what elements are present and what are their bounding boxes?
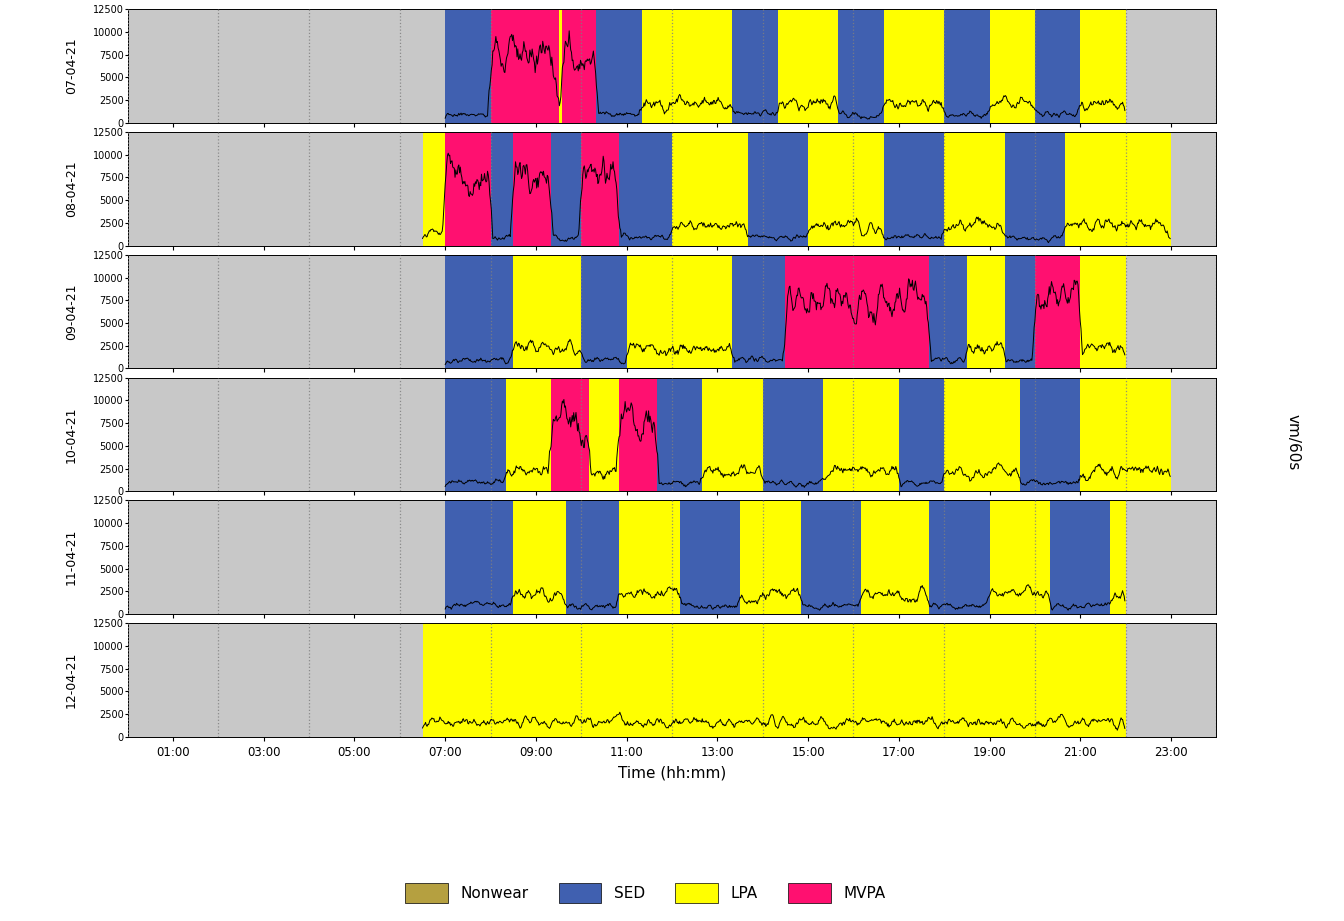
Bar (1081, 378, 1171, 491)
X-axis label: Time (hh:mm): Time (hh:mm) (618, 765, 726, 781)
Bar (702, 378, 763, 491)
Bar (966, 255, 1004, 368)
Bar (1035, 9, 1081, 122)
Bar (929, 255, 966, 368)
Bar (839, 9, 884, 122)
Text: 08-04-21: 08-04-21 (65, 160, 78, 217)
Text: 10-04-21: 10-04-21 (65, 406, 78, 462)
Bar (445, 378, 505, 491)
Bar (785, 255, 929, 368)
Bar (929, 500, 989, 614)
Bar (989, 500, 1050, 614)
Bar (1050, 500, 1110, 614)
Text: 12-04-21: 12-04-21 (65, 652, 78, 708)
Bar (778, 9, 839, 122)
Bar (513, 132, 551, 246)
Bar (422, 624, 1125, 737)
Bar (1081, 255, 1125, 368)
Bar (597, 9, 641, 122)
Bar (422, 624, 1125, 737)
Bar (801, 500, 862, 614)
Bar (562, 9, 597, 122)
Bar (1064, 132, 1171, 246)
Bar (808, 132, 884, 246)
Bar (566, 500, 620, 614)
Bar (680, 500, 741, 614)
Bar (445, 9, 491, 122)
Bar (491, 132, 513, 246)
Bar (445, 9, 1125, 122)
Bar (989, 9, 1035, 122)
Bar (732, 9, 778, 122)
Text: 09-04-21: 09-04-21 (65, 284, 78, 340)
Bar (642, 9, 732, 122)
Bar (422, 132, 1171, 246)
Bar (747, 132, 808, 246)
Bar (445, 255, 1125, 368)
Bar (943, 378, 1020, 491)
Bar (620, 378, 657, 491)
Bar (581, 132, 620, 246)
Bar (589, 378, 620, 491)
Bar (445, 500, 513, 614)
Text: 11-04-21: 11-04-21 (65, 529, 78, 586)
Bar (626, 255, 732, 368)
Bar (823, 378, 899, 491)
Bar (445, 500, 1125, 614)
Bar (551, 132, 581, 246)
Bar (513, 500, 566, 614)
Bar (505, 378, 551, 491)
Bar (1004, 132, 1064, 246)
Bar (657, 378, 702, 491)
Bar (491, 9, 559, 122)
Bar (1004, 255, 1035, 368)
Bar (620, 500, 680, 614)
Bar (883, 9, 943, 122)
Bar (732, 255, 785, 368)
Bar (1020, 378, 1081, 491)
Bar (1035, 255, 1081, 368)
Bar (883, 132, 943, 246)
Bar (672, 132, 747, 246)
Bar (445, 255, 513, 368)
Bar (763, 378, 823, 491)
Legend: Nonwear, SED, LPA, MVPA: Nonwear, SED, LPA, MVPA (399, 877, 891, 909)
Bar (1110, 500, 1125, 614)
Bar (551, 378, 589, 491)
Bar (445, 378, 1171, 491)
Bar (899, 378, 943, 491)
Bar (862, 500, 929, 614)
Bar (943, 9, 989, 122)
Bar (513, 255, 581, 368)
Bar (741, 500, 801, 614)
Bar (445, 132, 491, 246)
Bar (581, 255, 626, 368)
Bar (1081, 9, 1125, 122)
Bar (943, 132, 1004, 246)
Bar (422, 132, 445, 246)
Bar (620, 132, 672, 246)
Text: 07-04-21: 07-04-21 (65, 38, 78, 94)
Text: vm/60s: vm/60s (1285, 414, 1301, 471)
Bar (559, 9, 562, 122)
